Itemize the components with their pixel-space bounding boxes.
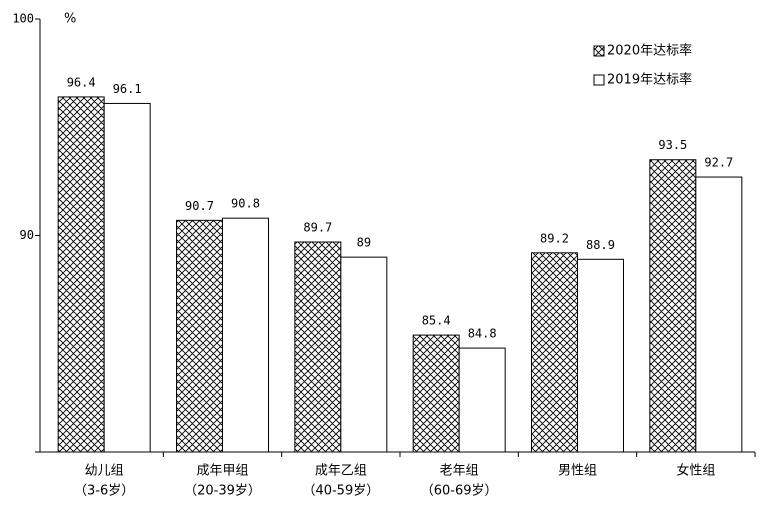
bar — [577, 258, 624, 453]
value-label: 92.7 — [704, 156, 733, 170]
bar — [412, 334, 460, 453]
y-tick-label: 100 — [12, 12, 34, 26]
value-label: 90.7 — [185, 199, 214, 213]
bar — [340, 256, 388, 453]
bar — [531, 252, 578, 453]
value-label: 96.1 — [113, 82, 142, 96]
value-label: 89.2 — [540, 231, 569, 245]
legend-label: 2020年达标率 — [607, 43, 692, 59]
x-tick-label: 女性组 — [676, 463, 715, 479]
legend-swatch — [593, 45, 605, 57]
bar — [57, 96, 105, 453]
legend-swatch — [593, 74, 605, 86]
value-label: 96.4 — [67, 75, 96, 89]
value-label: 89.7 — [303, 220, 332, 234]
x-tick-note: （60-69岁） — [421, 484, 498, 499]
y-unit: % — [64, 12, 76, 27]
x-tick-note: （40-59岁） — [302, 484, 379, 499]
x-tick-label: 幼儿组 — [85, 464, 124, 479]
value-label: 89 — [357, 236, 371, 250]
x-tick-note: （20-39岁） — [184, 484, 261, 499]
bar — [222, 217, 269, 453]
value-label: 84.8 — [468, 327, 497, 341]
bar — [649, 159, 697, 453]
y-tick-label: 90 — [20, 228, 34, 242]
bar — [294, 241, 342, 453]
legend-label: 2019年达标率 — [607, 72, 692, 88]
x-tick-label: 男性组 — [558, 464, 597, 479]
x-tick-label: 成年乙组 — [315, 464, 367, 479]
x-tick-label: 老年组 — [440, 464, 479, 479]
bar — [176, 219, 223, 453]
x-tick-label: 成年甲组 — [196, 464, 248, 479]
value-label: 93.5 — [658, 138, 687, 152]
bar — [103, 102, 151, 453]
value-label: 85.4 — [422, 314, 451, 328]
value-label: 88.9 — [586, 238, 615, 252]
bar — [458, 347, 506, 453]
value-label: 90.8 — [231, 197, 260, 211]
x-tick-note: （3-6岁） — [74, 484, 134, 499]
bar — [695, 176, 743, 453]
